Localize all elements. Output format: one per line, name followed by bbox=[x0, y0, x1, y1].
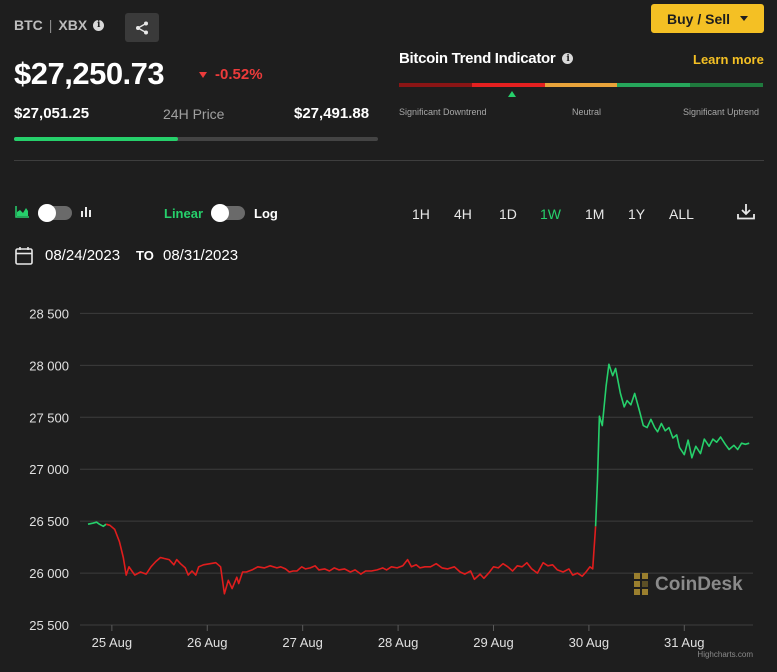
trend-segment bbox=[471, 83, 545, 87]
pair-label: BTC | XBX i bbox=[14, 17, 105, 33]
x-tick-label: 29 Aug bbox=[473, 635, 514, 650]
bar-chart-icon[interactable] bbox=[80, 205, 94, 218]
range-1h[interactable]: 1H bbox=[412, 206, 430, 222]
y-tick-label: 27 000 bbox=[29, 462, 69, 477]
x-tick-label: 25 Aug bbox=[92, 635, 133, 650]
range-high: $27,491.88 bbox=[294, 105, 370, 122]
pair-separator: | bbox=[48, 17, 53, 33]
date-from[interactable]: 08/24/2023 bbox=[45, 247, 121, 264]
range-1d[interactable]: 1D bbox=[499, 206, 517, 222]
trend-label-neutral: Neutral bbox=[572, 107, 602, 117]
area-chart-icon[interactable] bbox=[15, 205, 30, 218]
range-low: $27,051.25 bbox=[14, 105, 90, 122]
learn-more-link[interactable]: Learn more bbox=[693, 52, 764, 67]
range-1w[interactable]: 1W bbox=[540, 206, 561, 222]
y-tick-label: 26 500 bbox=[29, 514, 69, 529]
price-chart[interactable]: 25 500 26 000 26 500 27 000 27 500 28 000 28 5… bbox=[0, 285, 777, 672]
trend-label-uptrend: Significant Uptrend bbox=[683, 107, 760, 117]
coindesk-logo-icon bbox=[634, 573, 648, 595]
price-series-line[interactable] bbox=[105, 523, 597, 595]
price-change-value: -0.52% bbox=[215, 66, 263, 83]
y-tick-label: 27 500 bbox=[29, 410, 69, 425]
coindesk-watermark: CoinDesk bbox=[634, 573, 743, 595]
ticker: XBX bbox=[58, 17, 88, 33]
x-tick-label: 31 Aug bbox=[664, 635, 705, 650]
x-tick-label: 27 Aug bbox=[282, 635, 323, 650]
price-series-line[interactable] bbox=[87, 521, 107, 528]
range-label: 24H Price bbox=[163, 106, 225, 122]
trend-segment bbox=[544, 83, 618, 87]
y-tick-label: 28 500 bbox=[29, 306, 69, 321]
divider bbox=[14, 160, 764, 161]
x-tick-label: 30 Aug bbox=[569, 635, 610, 650]
trend-segment bbox=[690, 83, 763, 87]
range-fill bbox=[14, 137, 178, 141]
log-label[interactable]: Log bbox=[254, 206, 278, 221]
calendar-icon[interactable] bbox=[15, 246, 33, 265]
price-series-line[interactable] bbox=[594, 363, 750, 527]
range-track bbox=[14, 137, 378, 141]
y-tick-label: 28 000 bbox=[29, 358, 69, 373]
current-price: $27,250.73 bbox=[14, 56, 165, 91]
buy-sell-label: Buy / Sell bbox=[666, 10, 731, 27]
share-icon bbox=[136, 21, 148, 34]
symbol: BTC bbox=[14, 17, 43, 33]
trend-label-downtrend: Significant Downtrend bbox=[399, 107, 487, 117]
date-to-label: TO bbox=[136, 248, 154, 263]
trend-indicator-title: Bitcoin Trend Indicator i bbox=[399, 50, 574, 67]
download-icon[interactable] bbox=[737, 203, 755, 220]
date-to[interactable]: 08/31/2023 bbox=[163, 247, 239, 264]
trend-bar bbox=[399, 83, 763, 87]
info-icon[interactable]: i bbox=[562, 53, 574, 64]
trend-marker-icon bbox=[507, 91, 516, 97]
highcharts-credit[interactable]: Highcharts.com bbox=[697, 650, 753, 659]
trend-segment bbox=[617, 83, 691, 87]
info-icon[interactable]: i bbox=[93, 19, 105, 31]
chart-type-toggle[interactable] bbox=[38, 204, 72, 222]
watermark-text: CoinDesk bbox=[655, 574, 743, 595]
x-tick-label: 28 Aug bbox=[378, 635, 419, 650]
range-1y[interactable]: 1Y bbox=[628, 206, 646, 222]
trend-segment bbox=[399, 83, 472, 87]
trend-title-text: Bitcoin Trend Indicator bbox=[399, 50, 556, 67]
range-4h[interactable]: 4H bbox=[454, 206, 472, 222]
y-tick-label: 26 000 bbox=[29, 566, 69, 581]
scale-toggle[interactable] bbox=[211, 204, 245, 222]
x-tick-label: 26 Aug bbox=[187, 635, 228, 650]
price-change: -0.52% bbox=[199, 66, 263, 83]
chevron-down-icon bbox=[740, 16, 749, 21]
range-all[interactable]: ALL bbox=[669, 206, 694, 222]
range-1m[interactable]: 1M bbox=[585, 206, 605, 222]
down-triangle-icon bbox=[199, 71, 207, 78]
share-button[interactable] bbox=[125, 13, 159, 42]
linear-label[interactable]: Linear bbox=[164, 206, 204, 221]
y-tick-label: 25 500 bbox=[29, 618, 69, 633]
buy-sell-button[interactable]: Buy / Sell bbox=[651, 4, 764, 33]
